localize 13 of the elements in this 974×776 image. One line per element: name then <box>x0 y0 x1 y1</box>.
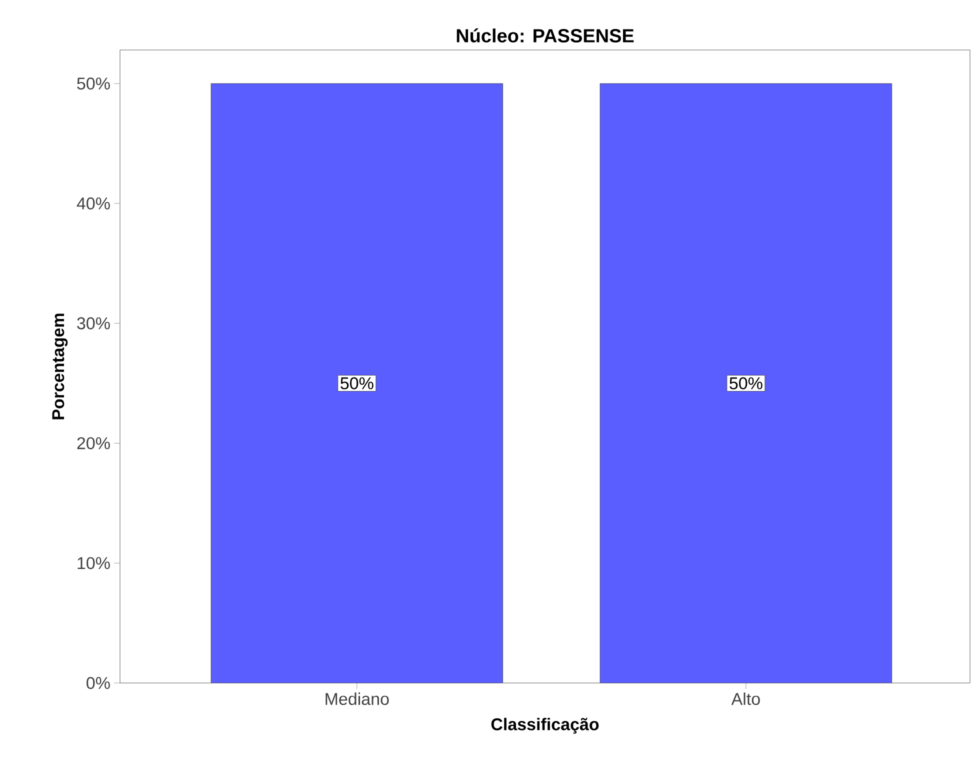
y-tick-label: 0% <box>86 676 110 690</box>
x-tick-label: Alto <box>731 692 760 706</box>
y-tick-label: 30% <box>77 317 110 330</box>
y-tick-label: 40% <box>76 197 110 210</box>
x-axis-title: Classificação <box>491 718 599 734</box>
y-tick-label: 10% <box>78 557 110 570</box>
x-tick-label: Mediano <box>326 692 389 706</box>
y-tick-label: 50% <box>77 78 110 90</box>
data-label: 50% <box>730 377 762 390</box>
y-axis-title: Porcentagem <box>52 314 68 420</box>
y-tick-label: 20% <box>77 437 110 450</box>
data-label: 50% <box>340 377 374 390</box>
chart-title: Núcleo: PASSENSE <box>456 28 634 42</box>
